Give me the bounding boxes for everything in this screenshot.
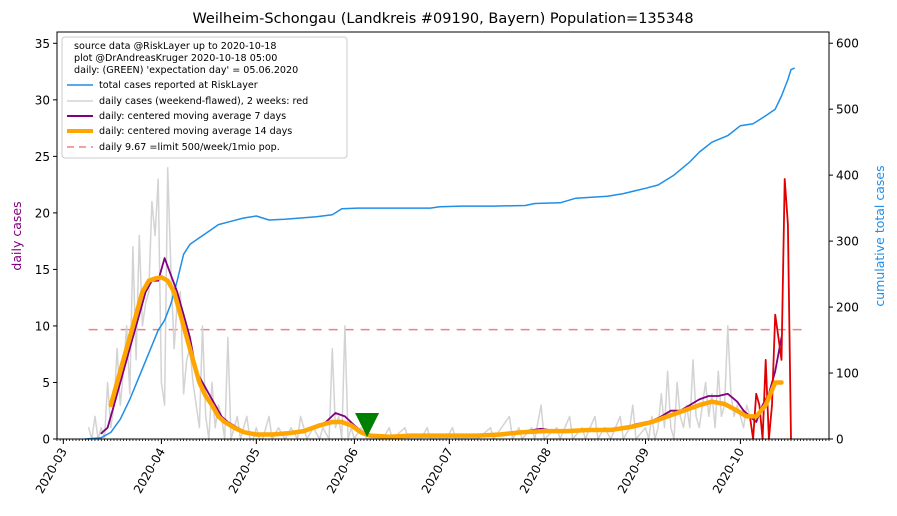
left-axis: 0 5 10 15 20 25 30 35 [35, 37, 57, 447]
series-line-daily-recent [749, 178, 792, 440]
right-tick-label: 300 [836, 235, 859, 249]
left-tick-label: 5 [42, 376, 50, 390]
left-tick-label: 0 [42, 433, 50, 447]
left-axis-title: daily cases [9, 201, 24, 270]
legend-header-line-2: plot @DrAndreasKruger 2020-10-18 05:00 [74, 53, 277, 64]
left-tick-label: 25 [35, 150, 50, 164]
left-tick-label: 35 [35, 37, 50, 51]
right-axis: 0 100 200 300 400 500 600 [829, 37, 859, 447]
series-line-cumulative [84, 67, 795, 440]
left-tick-label: 20 [35, 206, 50, 220]
legend-label-cumulative: total cases reported at RiskLayer [99, 80, 258, 91]
right-axis-title: cumulative total cases [872, 165, 887, 306]
left-tick-label: 15 [35, 263, 50, 277]
right-tick-label: 400 [836, 169, 859, 183]
legend-label-ma14: daily: centered moving average 14 days [99, 126, 292, 137]
left-tick-label: 30 [35, 93, 50, 107]
legend-label-limit: daily 9.67 =limit 500/week/1mio pop. [99, 142, 280, 153]
right-tick-label: 100 [836, 367, 859, 381]
series-layer [84, 67, 795, 440]
series-line-ma14 [108, 275, 784, 439]
left-tick-label: 10 [35, 319, 50, 333]
expectation-day-marker [355, 413, 380, 437]
right-tick-label: 0 [836, 433, 844, 447]
chart-title: Weilheim-Schongau (Landkreis #09190, Bay… [192, 11, 693, 27]
right-tick-label: 200 [836, 301, 859, 315]
legend-header-line-3: daily: (GREEN) 'expectation day' = 05.06… [74, 65, 298, 76]
right-tick-label: 500 [836, 103, 859, 117]
expectation-marker-layer [355, 413, 380, 437]
right-tick-label: 600 [836, 37, 859, 51]
legend-header-line-1: source data @RiskLayer up to 2020-10-18 [74, 41, 277, 52]
legend-label-ma7: daily: centered moving average 7 days [99, 111, 286, 122]
legend: source data @RiskLayer up to 2020-10-18 … [61, 36, 348, 159]
legend-box [61, 36, 348, 159]
legend-label-daily-raw: daily cases (weekend-flawed), 2 weeks: r… [99, 96, 308, 107]
